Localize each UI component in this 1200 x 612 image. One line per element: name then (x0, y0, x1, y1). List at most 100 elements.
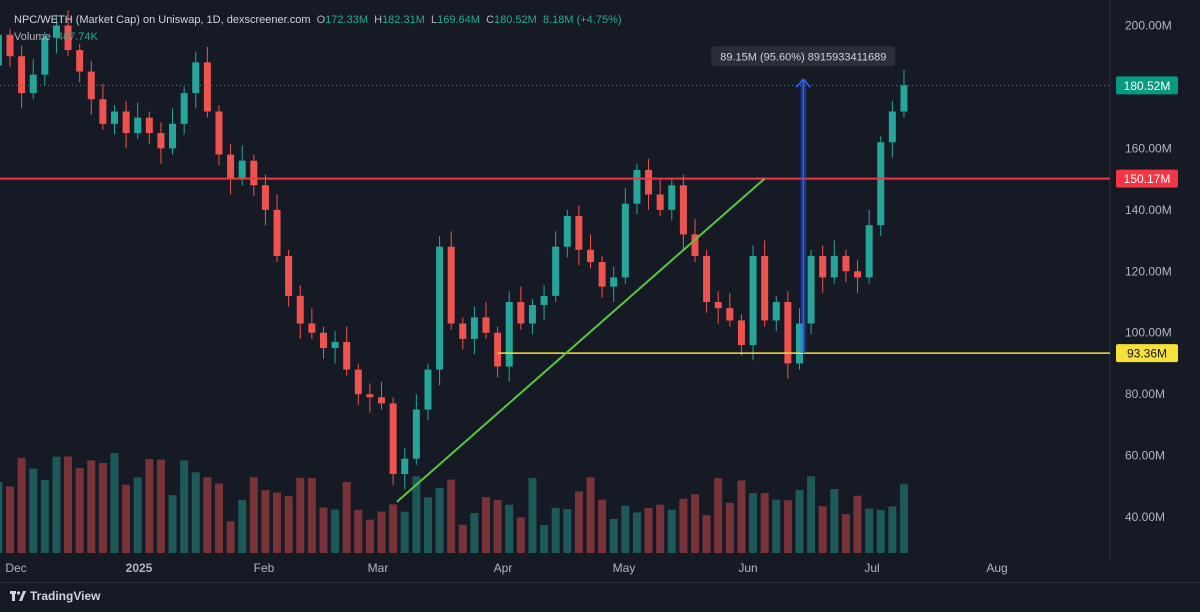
high-value: 182.31M (382, 14, 425, 26)
volume-bar (865, 508, 874, 553)
volume-bar (122, 484, 131, 553)
volume-bar (203, 477, 212, 553)
volume-bar (284, 496, 293, 553)
candle (261, 185, 269, 210)
candle (726, 308, 734, 321)
volume-bar (772, 499, 781, 553)
candle (378, 397, 386, 404)
candle (830, 255, 838, 278)
candle (888, 111, 896, 143)
volume-bar (760, 493, 769, 553)
volume-bar (261, 490, 270, 553)
volume-bar (377, 511, 386, 553)
candle (470, 317, 478, 339)
candle (6, 34, 14, 57)
volume-bar (400, 511, 409, 553)
candle (587, 249, 594, 263)
volume-bar (899, 484, 908, 553)
volume-bar (632, 512, 641, 553)
candle (110, 111, 118, 124)
candle (308, 323, 316, 333)
y-tick-label: 120.00M (1125, 264, 1172, 278)
candle-series (0, 10, 908, 490)
tradingview-brand[interactable]: TradingView (10, 589, 100, 603)
candle (714, 302, 722, 309)
candle (0, 34, 2, 66)
volume-bar (17, 457, 26, 553)
volume-bar (841, 514, 850, 553)
volume-bar (342, 481, 351, 553)
y-tick-label: 160.00M (1125, 141, 1172, 155)
candle (784, 302, 792, 364)
volume-bar (98, 463, 107, 553)
candle (854, 271, 862, 278)
candle (203, 62, 211, 112)
volume-bar (191, 472, 200, 553)
candle (122, 111, 130, 134)
volume-bar (528, 478, 537, 553)
trendline (396, 177, 766, 503)
volume-bar (307, 478, 316, 553)
chart-area[interactable]: 89.15M (95.60%) 8915933411689 200.00M 160.… (0, 0, 1200, 582)
volume-bar (249, 477, 258, 553)
close-value: 180.52M (494, 14, 537, 26)
volume-bar (807, 476, 816, 553)
volume-bar (168, 495, 177, 553)
x-tick-label: May (613, 561, 636, 575)
candle (482, 317, 490, 333)
volume-bar (64, 456, 73, 553)
volume-bar (656, 504, 665, 553)
candle (331, 341, 339, 349)
volume-bar (540, 524, 549, 553)
volume-bar (737, 480, 746, 553)
measure-label-box (711, 46, 896, 67)
volume-bar (725, 502, 734, 553)
volume-bar (87, 460, 96, 553)
candle (18, 56, 26, 94)
y-tick-label: 40.00M (1125, 510, 1165, 524)
volume-label: Volume (14, 31, 51, 43)
chart-canvas[interactable]: 89.15M (95.60%) 8915933411689 200.00M 160.… (0, 0, 1200, 582)
volume-bar (516, 517, 525, 553)
x-tick-label: Dec (5, 561, 26, 575)
volume-bar (6, 486, 14, 553)
high-label: H (374, 14, 383, 26)
y-tick-label: 60.00M (1125, 449, 1165, 463)
measure-label: 89.15M (95.60%) 8915933411689 (720, 51, 886, 63)
candle (145, 117, 153, 134)
volume-bar (389, 504, 398, 553)
volume-bar (493, 500, 502, 553)
candle (668, 185, 676, 210)
symbol-title[interactable]: NPC/WETH (Market Cap) on Uniswap, 1D, de… (14, 14, 311, 26)
measure-arrowhead (795, 78, 811, 88)
candle (610, 277, 618, 287)
candle (436, 246, 444, 370)
candle (319, 332, 327, 349)
candle (447, 246, 455, 324)
volume-series (0, 453, 908, 553)
volume-bar (238, 499, 247, 553)
candle (180, 93, 188, 124)
volume-bar (609, 518, 618, 553)
volume-bar (226, 521, 235, 553)
volume-bar (714, 478, 723, 553)
volume-bar (574, 491, 583, 553)
candle (749, 255, 757, 346)
x-tick-label: Aug (986, 561, 1007, 575)
legend-row-volume: Volume 487.74K (14, 29, 622, 46)
low-value: 169.64M (437, 14, 480, 26)
volume-bar (110, 453, 119, 553)
volume-value: 487.74K (56, 31, 98, 43)
volume-bar (296, 477, 305, 553)
candle (633, 169, 641, 204)
candle (192, 62, 200, 94)
candle (807, 255, 815, 324)
footer-bar: TradingView (0, 582, 1200, 612)
volume-bar (52, 456, 61, 553)
close-label: C (486, 14, 495, 26)
volume-bar (180, 460, 189, 553)
current-price-badge: 180.52M (1124, 79, 1171, 93)
volume-bar (679, 498, 688, 553)
candle (819, 255, 827, 278)
volume-bar (690, 494, 699, 553)
